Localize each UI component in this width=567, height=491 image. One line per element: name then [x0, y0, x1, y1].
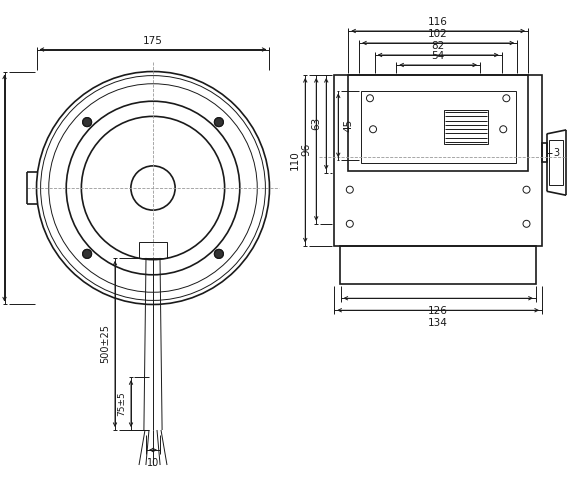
- Bar: [445, 110, 488, 144]
- Text: 134: 134: [428, 318, 448, 328]
- Bar: [542, 143, 547, 162]
- Text: 54: 54: [431, 51, 445, 61]
- Bar: [361, 90, 515, 164]
- Text: 96: 96: [301, 143, 311, 156]
- Text: 63: 63: [311, 117, 321, 131]
- Text: 175: 175: [143, 35, 163, 46]
- Text: 75±5: 75±5: [117, 391, 126, 416]
- Text: 110: 110: [290, 150, 301, 170]
- Circle shape: [214, 249, 223, 258]
- Bar: [549, 140, 562, 185]
- Bar: [348, 75, 528, 171]
- Bar: [335, 75, 542, 246]
- Circle shape: [214, 118, 223, 127]
- Text: 126: 126: [428, 306, 448, 316]
- Text: 102: 102: [428, 29, 448, 39]
- Circle shape: [83, 118, 92, 127]
- Text: 82: 82: [431, 41, 445, 51]
- Text: 500±25: 500±25: [100, 325, 110, 363]
- Bar: [139, 242, 167, 258]
- Bar: [341, 246, 536, 284]
- Circle shape: [83, 249, 92, 258]
- Text: 45: 45: [343, 119, 353, 132]
- Text: 10: 10: [147, 458, 159, 468]
- Text: 116: 116: [428, 17, 448, 27]
- Text: 3: 3: [553, 147, 560, 158]
